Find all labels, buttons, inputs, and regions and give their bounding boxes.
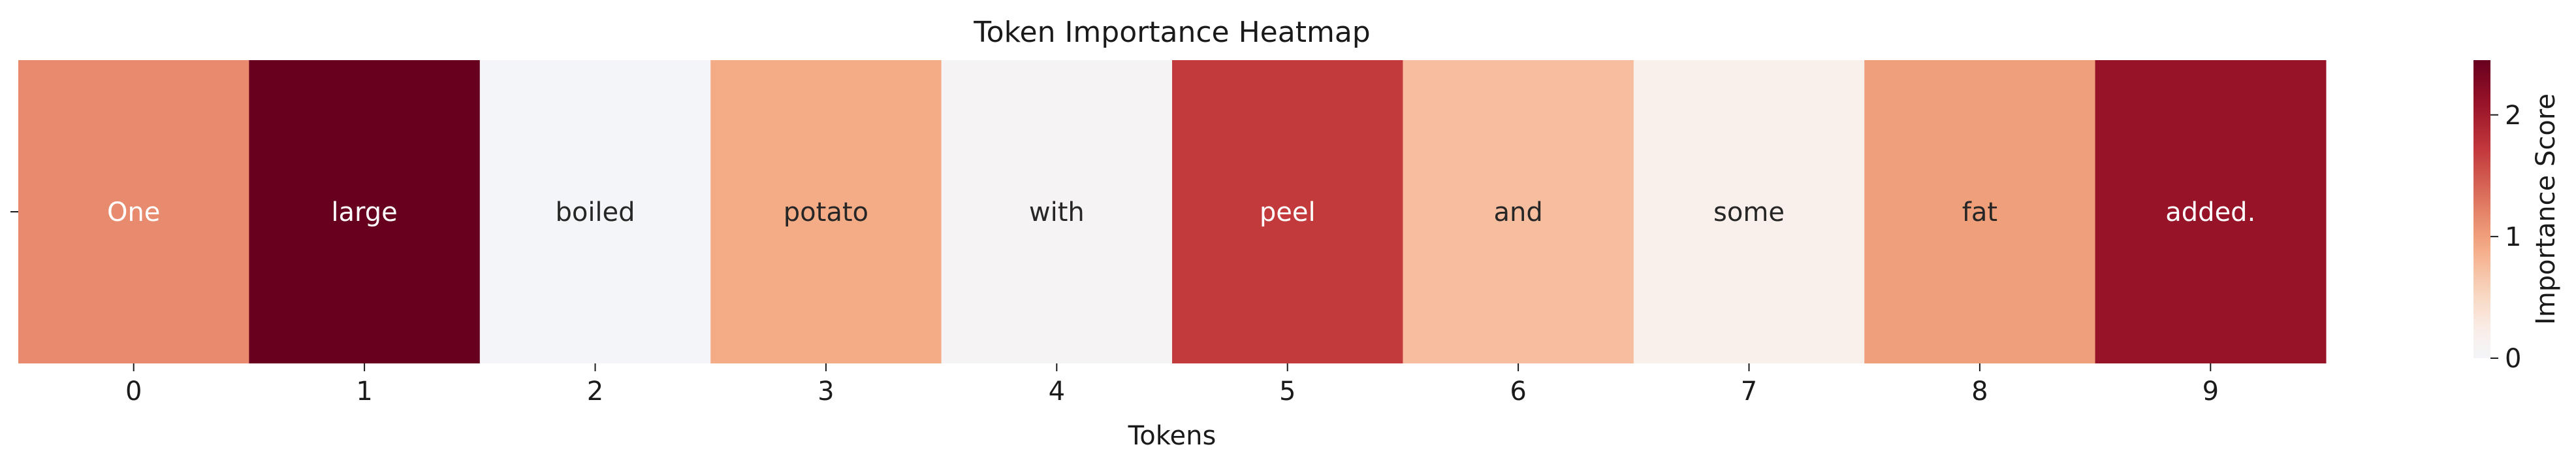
heatmap-cell xyxy=(1403,60,1634,363)
colorbar xyxy=(2473,60,2490,358)
heatmap-cells: One large boiled potato with peel and some fat ad… xyxy=(18,60,2327,363)
colorbar-tick-label: 1 xyxy=(2505,222,2521,252)
cell-token-label: with xyxy=(1029,197,1085,227)
heatmap-cell xyxy=(1864,60,2096,363)
colorbar-tick-label: 0 xyxy=(2505,344,2521,374)
heatmap-cell xyxy=(249,60,481,363)
heatmap-cell xyxy=(1633,60,1865,363)
cell-token-label: peel xyxy=(1260,197,1316,227)
x-tick-label: 1 xyxy=(356,376,372,407)
x-tick-label: 2 xyxy=(587,376,603,407)
heatmap-cell xyxy=(710,60,942,363)
x-tick-label: 0 xyxy=(125,376,142,407)
cell-token-label: boiled xyxy=(555,197,635,227)
cell-token-label: large xyxy=(331,197,397,227)
heatmap-cell xyxy=(2095,60,2327,363)
colorbar-tick-label: 2 xyxy=(2505,101,2521,131)
colorbar-label: Importance Score xyxy=(2531,93,2561,325)
cell-token-label: fat xyxy=(1962,197,1997,227)
x-tick-label: 9 xyxy=(2202,376,2219,407)
x-tick-label: 5 xyxy=(1279,376,1296,407)
x-axis-ticks: 0 1 2 3 4 5 6 7 8 9 xyxy=(125,363,2219,407)
x-tick-label: 4 xyxy=(1049,376,1065,407)
cell-token-label: some xyxy=(1713,197,1785,227)
cell-token-label: and xyxy=(1493,197,1542,227)
heatmap-cell xyxy=(1172,60,1403,363)
chart-title: Token Importance Heatmap xyxy=(973,16,1370,49)
x-tick-label: 3 xyxy=(818,376,834,407)
x-tick-label: 7 xyxy=(1741,376,1757,407)
x-tick-label: 8 xyxy=(1971,376,1988,407)
heatmap-cell xyxy=(18,60,249,363)
heatmap-cell xyxy=(479,60,711,363)
cell-token-label: potato xyxy=(784,197,868,227)
x-tick-label: 6 xyxy=(1510,376,1526,407)
colorbar-ticks: 0 1 2 xyxy=(2490,101,2521,374)
x-axis-label: Tokens xyxy=(1128,421,1216,451)
heatmap-cell xyxy=(941,60,1173,363)
cell-token-label: One xyxy=(107,197,160,227)
cell-token-label: added. xyxy=(2165,197,2255,227)
